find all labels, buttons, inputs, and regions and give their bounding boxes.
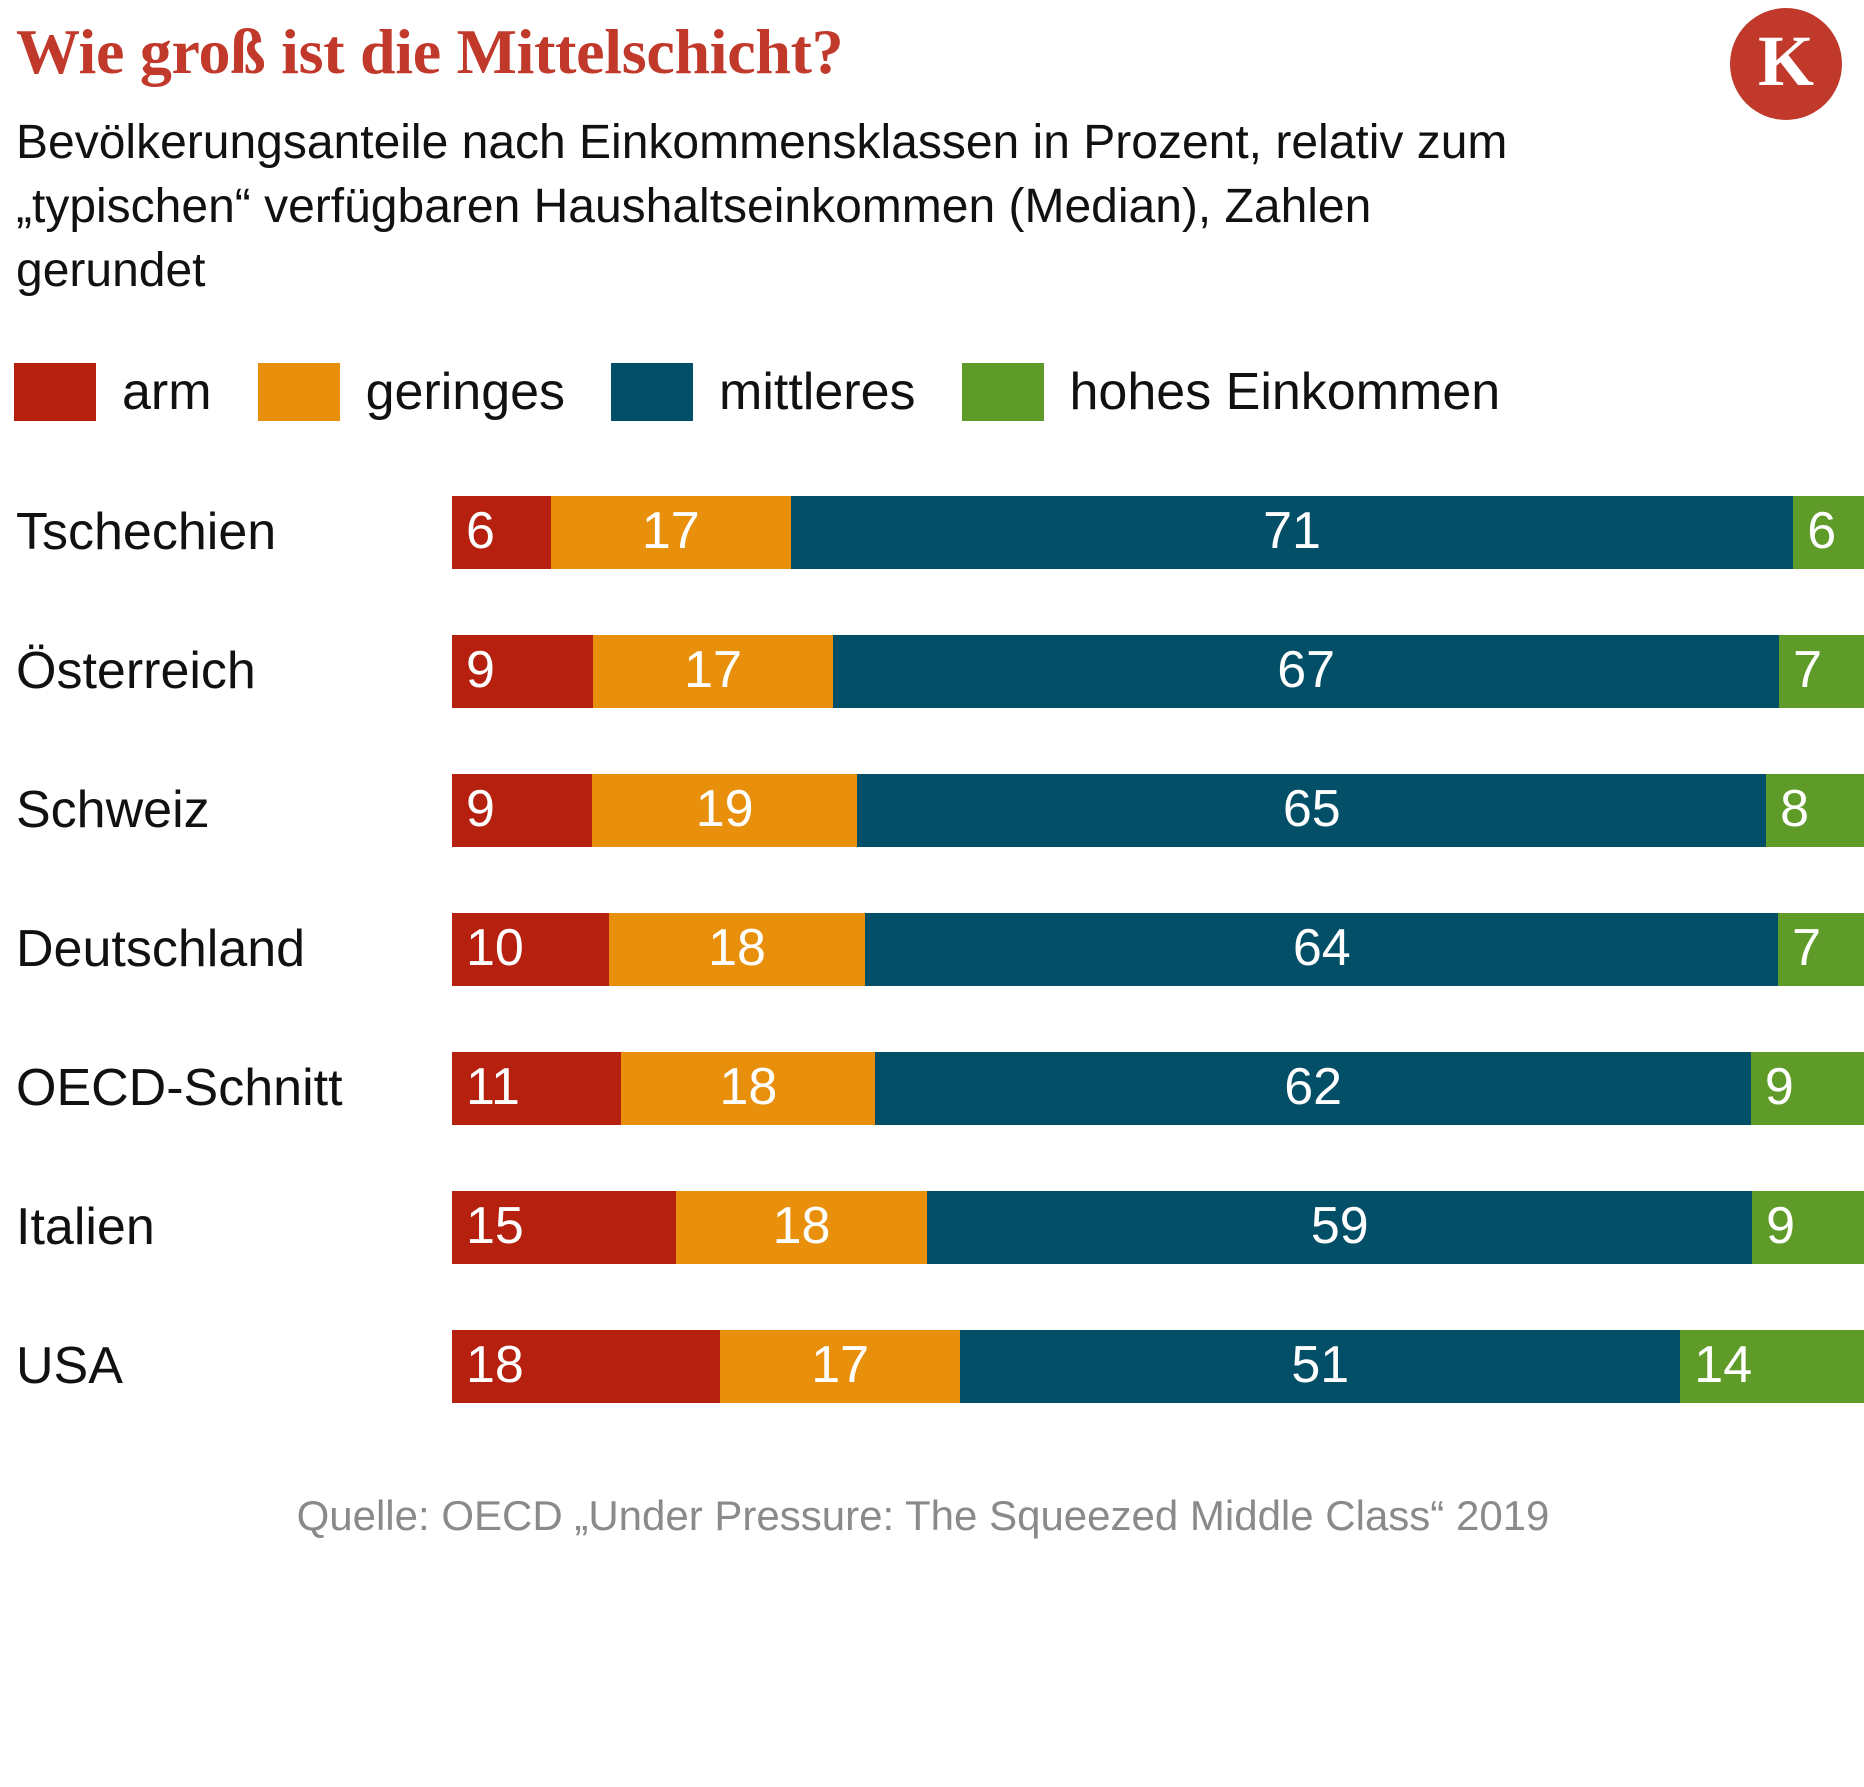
chart-row: Schweiz 9 19 65 8 <box>16 741 1864 880</box>
bar-segment-poor: 6 <box>452 495 551 569</box>
bar-segment-low: 18 <box>675 1190 928 1264</box>
bar-segment-middle: 65 <box>857 773 1767 847</box>
chart-row-label: Tschechien <box>16 503 277 562</box>
legend-item-hohes: hohes Einkommen <box>961 362 1501 421</box>
chart-row-label: Schweiz <box>16 781 210 840</box>
bar-segment-value: 14 <box>1694 1336 1753 1395</box>
bar-segment-poor: 15 <box>452 1190 676 1264</box>
bar-segment-value: 19 <box>695 780 754 839</box>
bar-segment-high: 7 <box>1778 912 1864 986</box>
bar-segment-value: 15 <box>466 1197 524 1256</box>
bar-segment-value: 64 <box>1292 919 1351 978</box>
bar-segment-middle: 51 <box>960 1329 1681 1403</box>
bar-segment-low: 18 <box>621 1051 876 1125</box>
logo-letter: K <box>1757 21 1814 101</box>
kurier-logo: K <box>1730 8 1842 120</box>
stacked-bar: 6 17 71 6 <box>452 495 1864 569</box>
bar-segment-value: 7 <box>1793 641 1823 700</box>
chart-row-label: USA <box>16 1337 123 1396</box>
legend-swatch-low <box>257 362 340 421</box>
bar-segment-value: 9 <box>466 780 495 839</box>
bar-segment-middle: 64 <box>865 912 1779 986</box>
bar-segment-low: 17 <box>593 634 834 708</box>
bar-segment-value: 8 <box>1780 780 1810 839</box>
bar-segment-poor: 9 <box>452 773 592 847</box>
legend-item-arm: arm <box>14 362 212 421</box>
page-title: Wie groß ist die Mittelschicht? <box>16 16 844 87</box>
bar-segment-low: 19 <box>591 773 858 847</box>
bar-segment-middle: 62 <box>875 1051 1751 1125</box>
bar-segment-low: 18 <box>608 912 866 986</box>
chart-subtitle: Bevölkerungsanteile nach Einkommensklass… <box>16 116 1508 297</box>
bar-segment-high: 6 <box>1793 495 1864 569</box>
bar-segment-poor: 9 <box>452 634 594 708</box>
chart-row: Deutschland 10 18 64 7 <box>16 880 1864 1019</box>
legend-swatch-poor <box>14 362 96 421</box>
bar-segment-middle: 67 <box>833 634 1780 708</box>
legend-item-label: geringes <box>365 362 566 421</box>
bar-segment-value: 10 <box>466 919 524 978</box>
legend-item-label: arm <box>122 362 212 421</box>
bar-segment-value: 71 <box>1263 502 1321 561</box>
legend-item-label: hohes Einkommen <box>1069 362 1501 421</box>
chart-header: Wie groß ist die Mittelschicht? K Bevölk… <box>0 0 1864 303</box>
chart-row: Österreich 9 17 67 7 <box>16 602 1864 741</box>
bar-segment-high: 7 <box>1779 634 1864 708</box>
bar-segment-high: 9 <box>1752 1190 1864 1264</box>
bar-segment-value: 6 <box>1807 502 1837 561</box>
chart-row: Tschechien 6 17 71 6 <box>16 463 1864 602</box>
bar-segment-value: 51 <box>1291 1336 1350 1395</box>
stacked-bar: 9 19 65 8 <box>452 773 1864 847</box>
bar-segment-value: 18 <box>466 1336 524 1395</box>
legend-item-label: mittleres <box>719 362 916 421</box>
stacked-bar: 11 18 62 9 <box>452 1051 1864 1125</box>
stacked-bar: 9 17 67 7 <box>452 634 1864 708</box>
bar-segment-high: 9 <box>1750 1051 1864 1125</box>
bar-segment-value: 17 <box>811 1336 870 1395</box>
chart-row: Italien 15 18 59 9 <box>16 1158 1864 1297</box>
bar-segment-value: 7 <box>1792 919 1822 978</box>
chart-legend: arm geringes mittleres hohes Einkommen <box>0 362 1864 421</box>
legend-item-mittleres: mittleres <box>611 362 916 421</box>
bar-segment-value: 67 <box>1277 641 1336 700</box>
stacked-bar: 15 18 59 9 <box>452 1190 1864 1264</box>
bar-segment-value: 6 <box>466 502 495 561</box>
bar-segment-value: 65 <box>1282 780 1341 839</box>
chart-row-label: Österreich <box>16 642 256 701</box>
bar-segment-low: 17 <box>720 1329 961 1403</box>
bar-segment-value: 11 <box>466 1058 520 1117</box>
legend-swatch-high <box>961 362 1044 421</box>
bar-segment-value: 62 <box>1284 1058 1343 1117</box>
bar-segment-poor: 18 <box>452 1329 721 1403</box>
bar-segment-value: 18 <box>719 1058 778 1117</box>
bar-segment-value: 17 <box>641 502 700 561</box>
legend-item-geringes: geringes <box>257 362 566 421</box>
bar-segment-value: 9 <box>466 641 495 700</box>
bar-segment-poor: 11 <box>452 1051 622 1125</box>
chart-row: OECD-Schnitt 11 18 62 9 <box>16 1019 1864 1158</box>
bar-segment-high: 14 <box>1680 1329 1864 1403</box>
bar-segment-poor: 10 <box>452 912 609 986</box>
chart-row: USA 18 17 51 14 <box>16 1297 1864 1436</box>
bar-segment-high: 8 <box>1766 773 1864 847</box>
bar-segment-value: 9 <box>1764 1058 1794 1117</box>
bar-segment-value: 18 <box>772 1197 831 1256</box>
bar-segment-value: 59 <box>1310 1197 1369 1256</box>
chart-plot-area: Tschechien 6 17 71 6 Österreich 9 17 67 7 Schweiz 9… <box>0 463 1864 1436</box>
bar-segment-value: 17 <box>684 641 743 700</box>
stacked-bar: 10 18 64 7 <box>452 912 1864 986</box>
legend-swatch-middle <box>611 362 694 421</box>
chart-row-label: Deutschland <box>16 920 306 979</box>
stacked-bar: 18 17 51 14 <box>452 1329 1864 1403</box>
chart-source: Quelle: OECD „Under Pressure: The Squeez… <box>296 1491 1550 1539</box>
chart-row-label: Italien <box>16 1198 155 1257</box>
bar-segment-low: 17 <box>550 495 791 569</box>
bar-segment-value: 9 <box>1766 1197 1796 1256</box>
chart-row-label: OECD-Schnitt <box>16 1059 343 1118</box>
bar-segment-middle: 71 <box>790 495 1794 569</box>
bar-segment-middle: 59 <box>927 1190 1753 1264</box>
bar-segment-value: 18 <box>708 919 766 978</box>
